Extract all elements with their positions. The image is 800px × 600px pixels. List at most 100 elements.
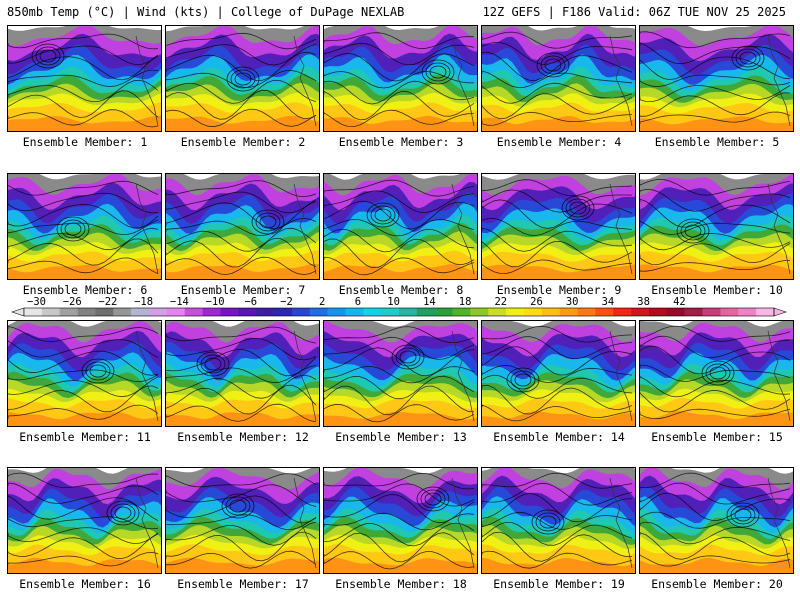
temperature-field xyxy=(8,174,161,279)
member-label: Ensemble Member: 17 xyxy=(177,577,309,591)
colorbar-tick-label: −14 xyxy=(170,296,189,308)
colorbar-swatch xyxy=(559,308,578,316)
temperature-field xyxy=(324,26,477,131)
colorbar-swatch xyxy=(149,308,168,316)
member-label: Ensemble Member: 4 xyxy=(496,135,622,149)
member-label: Ensemble Member: 12 xyxy=(177,430,309,444)
member-label: Ensemble Member: 16 xyxy=(19,577,151,591)
colorbar-swatch xyxy=(649,308,668,316)
temperature-field xyxy=(166,174,319,279)
colorbar-swatch xyxy=(309,308,328,316)
member-label: Ensemble Member: 2 xyxy=(180,135,306,149)
colorbar-tick-label: 30 xyxy=(566,296,579,308)
colorbar-swatch xyxy=(24,308,43,316)
colorbar-tick-label: −18 xyxy=(134,296,153,308)
temperature-field xyxy=(640,321,793,426)
member-label: Ensemble Member: 20 xyxy=(651,577,783,591)
colorbar-tick-label: 6 xyxy=(355,296,361,308)
ensemble-map xyxy=(639,467,794,574)
temperature-field xyxy=(8,26,161,131)
colorbar-tick-label: −10 xyxy=(206,296,225,308)
colorbar-swatch xyxy=(470,308,489,316)
colorbar-tick-label: 2 xyxy=(319,296,325,308)
temperature-field xyxy=(482,174,635,279)
member-label: Ensemble Member: 18 xyxy=(335,577,467,591)
colorbar-swatch xyxy=(113,308,132,316)
temperature-field xyxy=(8,321,161,426)
colorbar-swatch xyxy=(238,308,257,316)
colorbar-swatch xyxy=(166,308,186,316)
member-label: Ensemble Member: 13 xyxy=(335,430,467,444)
colorbar-swatch xyxy=(345,308,364,316)
temperature-field xyxy=(640,174,793,279)
member-label: Ensemble Member: 7 xyxy=(180,283,306,297)
colorbar-swatch xyxy=(577,308,596,316)
ensemble-map xyxy=(323,25,478,132)
colorbar-swatch xyxy=(77,308,96,316)
colorbar-swatch xyxy=(399,308,418,316)
ensemble-map xyxy=(7,173,162,280)
member-label: Ensemble Member: 15 xyxy=(651,430,783,444)
ensemble-map xyxy=(7,25,162,132)
colorbar-swatch xyxy=(220,308,239,316)
ensemble-map xyxy=(7,320,162,427)
colorbar-tick-label: 34 xyxy=(602,296,615,308)
colorbar-swatch xyxy=(95,308,114,316)
temperature-field xyxy=(166,321,319,426)
ensemble-map xyxy=(639,25,794,132)
member-label: Ensemble Member: 14 xyxy=(493,430,625,444)
temperature-field xyxy=(482,468,635,573)
colorbar-swatch xyxy=(595,308,614,316)
ensemble-map xyxy=(639,320,794,427)
colorbar-right-arrow xyxy=(773,307,787,317)
colorbar-tick-label: −22 xyxy=(98,296,117,308)
ensemble-map xyxy=(481,320,636,427)
ensemble-map xyxy=(323,173,478,280)
colorbar-swatch xyxy=(720,308,739,316)
colorbar-swatch xyxy=(613,308,632,316)
chart-title: 850mb Temp (°C) | Wind (kts) | College o… xyxy=(7,5,405,19)
colorbar-swatch xyxy=(452,308,471,316)
colorbar-swatch xyxy=(631,308,650,316)
temperature-field xyxy=(8,468,161,573)
colorbar-left-arrow xyxy=(11,307,25,317)
temperature-field xyxy=(324,468,477,573)
ensemble-map xyxy=(165,467,320,574)
colorbar-swatch xyxy=(434,308,453,316)
colorbar-tick-label: −26 xyxy=(63,296,82,308)
ensemble-map xyxy=(7,467,162,574)
ensemble-map xyxy=(481,25,636,132)
colorbar-tick-label: 38 xyxy=(637,296,650,308)
temperature-field xyxy=(640,26,793,131)
colorbar-tick-label: −30 xyxy=(27,296,46,308)
colorbar-swatch xyxy=(756,308,775,316)
temperature-field xyxy=(324,174,477,279)
colorbar-swatch xyxy=(506,308,525,316)
ensemble-map xyxy=(481,173,636,280)
colorbar-swatch xyxy=(327,308,346,316)
ensemble-map xyxy=(481,467,636,574)
ensemble-map xyxy=(639,173,794,280)
member-label: Ensemble Member: 1 xyxy=(22,135,148,149)
member-label: Ensemble Member: 9 xyxy=(496,283,622,297)
colorbar-tick-label: −6 xyxy=(244,296,257,308)
ensemble-map xyxy=(165,320,320,427)
colorbar-swatch xyxy=(381,308,400,316)
colorbar-swatch xyxy=(202,308,221,316)
member-label: Ensemble Member: 6 xyxy=(22,283,148,297)
ensemble-map xyxy=(165,173,320,280)
colorbar-swatch xyxy=(363,308,382,316)
colorbar-swatch xyxy=(416,308,436,316)
temperature-field xyxy=(482,26,635,131)
colorbar-tick-label: −2 xyxy=(280,296,293,308)
colorbar-swatch xyxy=(256,308,275,316)
colorbar-swatch xyxy=(666,308,686,316)
member-label: Ensemble Member: 10 xyxy=(651,283,783,297)
colorbar-swatch xyxy=(702,308,721,316)
colorbar-tick-label: 10 xyxy=(387,296,400,308)
ensemble-map xyxy=(165,25,320,132)
member-label: Ensemble Member: 5 xyxy=(654,135,780,149)
temperature-field xyxy=(166,468,319,573)
colorbar-swatch xyxy=(738,308,757,316)
colorbar-swatch xyxy=(59,308,78,316)
